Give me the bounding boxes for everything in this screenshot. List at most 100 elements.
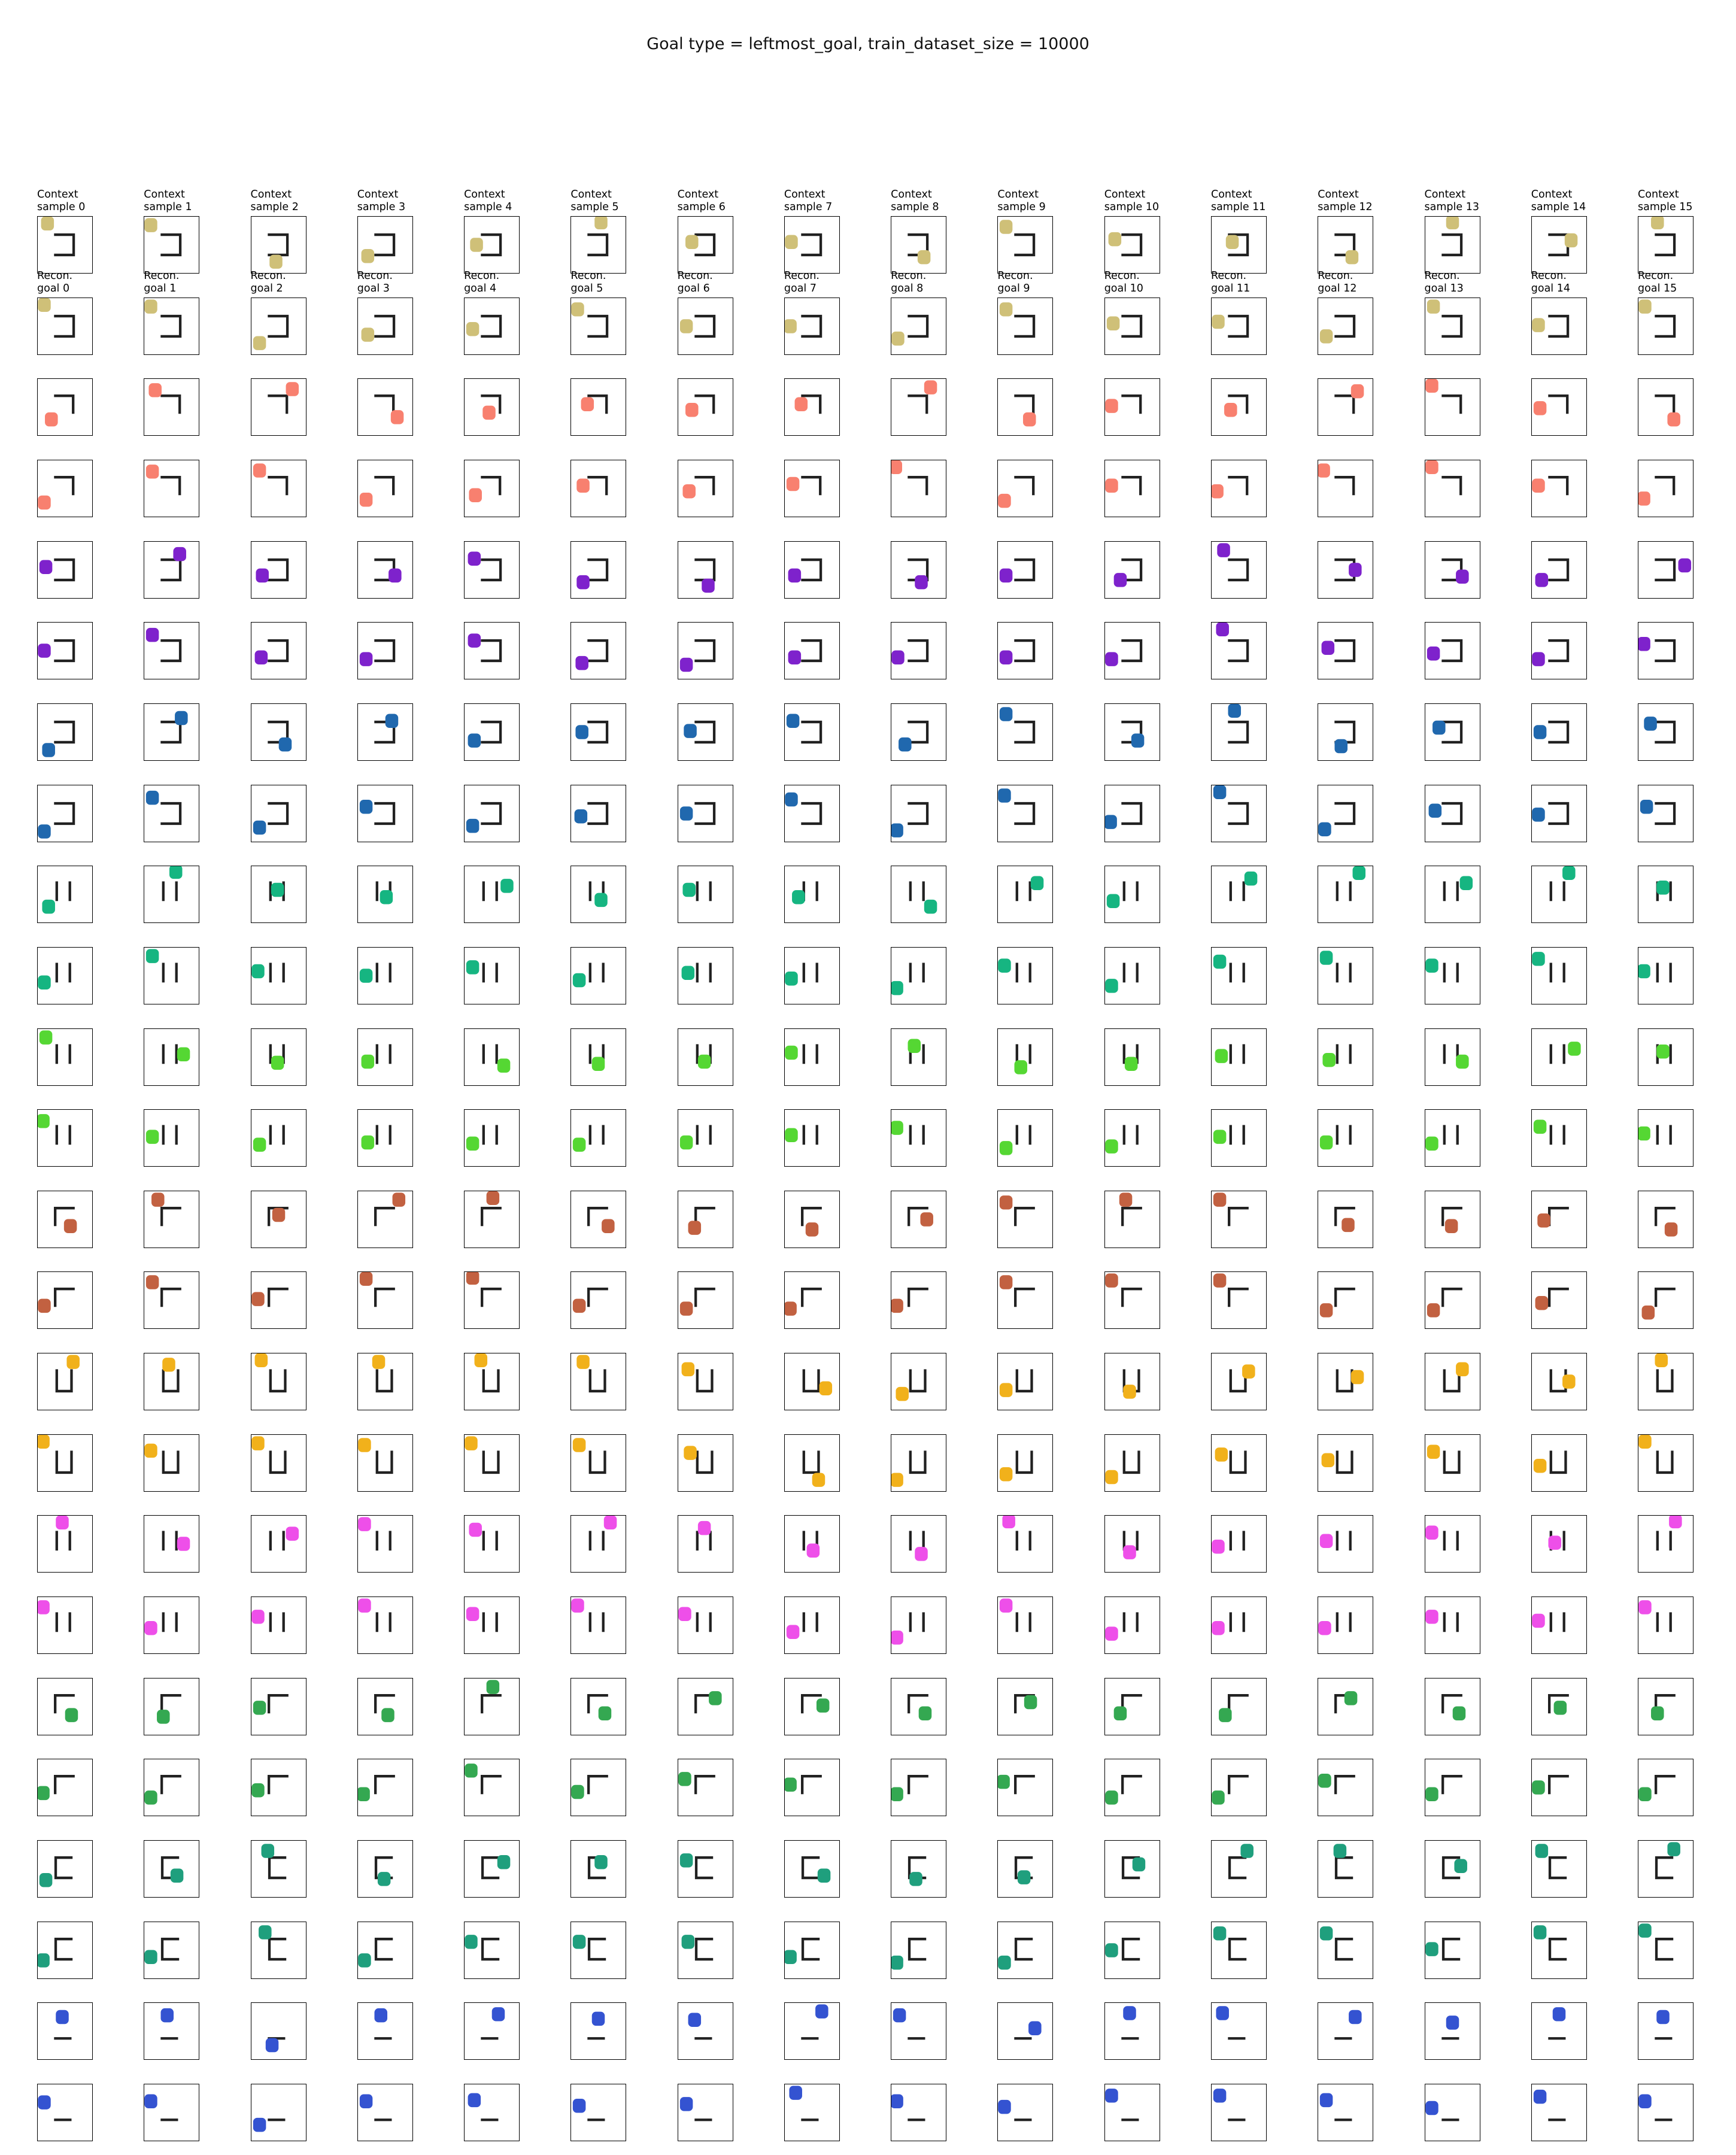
goal-dot bbox=[784, 1950, 797, 1964]
goal-scene bbox=[1655, 1206, 1678, 1237]
subplot-royalblue-context-col7 bbox=[784, 2002, 840, 2060]
subplot-blue-recon-col7 bbox=[784, 784, 840, 842]
goal-scene bbox=[146, 628, 182, 663]
goal-dot bbox=[817, 1868, 831, 1883]
subplot-sienna-recon-col8 bbox=[891, 1271, 947, 1330]
subplot-green-context-col11 bbox=[1210, 1677, 1267, 1735]
goal-scene bbox=[1533, 394, 1569, 415]
goal-dot bbox=[357, 1953, 371, 1968]
goal-scene bbox=[146, 790, 182, 825]
goal-scene bbox=[801, 2004, 828, 2040]
wall-shape bbox=[908, 314, 929, 338]
goal-dot bbox=[679, 806, 693, 821]
goal-dot bbox=[789, 2086, 802, 2100]
subplot-tan-recon-col13 bbox=[1424, 297, 1480, 355]
goal-dot bbox=[56, 1516, 69, 1530]
goal-scene bbox=[998, 1937, 1033, 1970]
subplot-purple-context-col7 bbox=[784, 541, 840, 599]
goal-dot bbox=[998, 788, 1012, 803]
wall-shape bbox=[1547, 1775, 1569, 1795]
goal-scene bbox=[38, 1434, 73, 1474]
goal-dot bbox=[786, 714, 800, 728]
wall-shape bbox=[694, 720, 715, 743]
subplot-lightgreen-context-col7 bbox=[784, 1028, 840, 1086]
wall-shape bbox=[1014, 639, 1036, 663]
goal-dot bbox=[1651, 1706, 1664, 1720]
subplot-salmon-recon-col2 bbox=[250, 459, 306, 517]
subplot-sienna-context-col5 bbox=[570, 1190, 627, 1248]
subplot-tan-context-col8 bbox=[891, 216, 947, 274]
subplot-orange-recon-col14 bbox=[1531, 1434, 1587, 1492]
subplot-tan-recon-col10 bbox=[1104, 297, 1160, 355]
goal-dot bbox=[254, 650, 268, 665]
subplot-orange-recon-col11 bbox=[1210, 1434, 1267, 1492]
subplot-sienna-recon-col10 bbox=[1104, 1271, 1160, 1330]
goal-scene bbox=[784, 1288, 822, 1316]
subplot-tan-context-col4 bbox=[464, 216, 520, 274]
goal-dot bbox=[1638, 637, 1650, 651]
goal-scene bbox=[891, 2094, 925, 2121]
subplot-seagreen-context-col4 bbox=[464, 1840, 520, 1898]
goal-dot bbox=[466, 1136, 479, 1151]
subplot-purple-recon-col4 bbox=[464, 622, 520, 680]
goal-scene bbox=[1321, 639, 1356, 663]
goal-dot bbox=[594, 1855, 608, 1869]
wall-shape bbox=[801, 394, 822, 414]
goal-dot bbox=[784, 318, 797, 333]
goal-scene bbox=[1229, 872, 1258, 902]
wall-shape bbox=[1441, 1775, 1462, 1795]
goal-dot bbox=[575, 656, 589, 670]
subplot-sienna-context-col0 bbox=[37, 1190, 93, 1248]
goal-dot bbox=[1104, 1790, 1118, 1805]
wall-shape bbox=[1014, 475, 1035, 496]
wall-shape bbox=[1121, 720, 1142, 743]
subplot-purple-context-col10 bbox=[1104, 541, 1160, 599]
goal-dot bbox=[685, 403, 699, 417]
goal-dot bbox=[42, 743, 55, 757]
subplot-emerald-recon-col11 bbox=[1210, 946, 1267, 1004]
goal-dot bbox=[1215, 1447, 1228, 1462]
goal-scene bbox=[1000, 707, 1036, 743]
goal-scene bbox=[469, 1523, 498, 1551]
goal-dot bbox=[1119, 1192, 1132, 1207]
goal-scene bbox=[1322, 1043, 1352, 1067]
context-sample-label: Context sample 9 bbox=[997, 189, 1046, 213]
goal-dot bbox=[1533, 1119, 1547, 1134]
wall-shape bbox=[1334, 1288, 1356, 1307]
goal-scene bbox=[1225, 233, 1249, 257]
subplot-green-context-col8 bbox=[891, 1677, 947, 1735]
context-sample-label: Context sample 0 bbox=[37, 189, 86, 213]
goal-scene bbox=[1333, 1844, 1353, 1880]
goal-dot bbox=[1638, 2094, 1652, 2108]
wall-shape bbox=[1229, 1369, 1247, 1393]
goal-scene bbox=[1656, 881, 1672, 902]
subplot-lightgreen-recon-col2 bbox=[250, 1109, 306, 1167]
goal-scene bbox=[38, 1937, 73, 1968]
goal-scene bbox=[482, 879, 514, 902]
subplot-green-recon-col14 bbox=[1531, 1759, 1587, 1817]
goal-dot bbox=[1638, 1600, 1652, 1614]
goal-dot bbox=[893, 2008, 906, 2023]
subplot-emerald-context-col1 bbox=[144, 866, 200, 924]
subplot-magenta-context-col10 bbox=[1104, 1515, 1160, 1573]
wall-shape bbox=[1441, 1856, 1460, 1880]
goal-scene bbox=[575, 639, 609, 670]
subplot-royalblue-context-col0 bbox=[37, 2002, 93, 2060]
recon-goal-label: Recon. goal 1 bbox=[144, 269, 180, 295]
subplot-green-context-col7 bbox=[784, 1677, 840, 1735]
goal-scene bbox=[54, 1693, 78, 1722]
goal-scene bbox=[575, 720, 609, 743]
goal-scene bbox=[269, 1043, 285, 1070]
wall-shape bbox=[374, 720, 396, 743]
goal-dot bbox=[1213, 1192, 1227, 1207]
goal-scene bbox=[908, 1693, 932, 1720]
subplot-seagreen-recon-col9 bbox=[997, 1921, 1054, 1979]
goal-scene bbox=[1121, 720, 1145, 748]
wall-shape bbox=[162, 1450, 180, 1474]
wall-shape bbox=[801, 314, 823, 338]
goal-dot bbox=[359, 969, 373, 983]
goal-dot bbox=[682, 484, 696, 499]
goal-scene bbox=[1537, 1206, 1569, 1228]
goal-scene bbox=[891, 1937, 927, 1970]
goal-dot bbox=[265, 2038, 278, 2053]
